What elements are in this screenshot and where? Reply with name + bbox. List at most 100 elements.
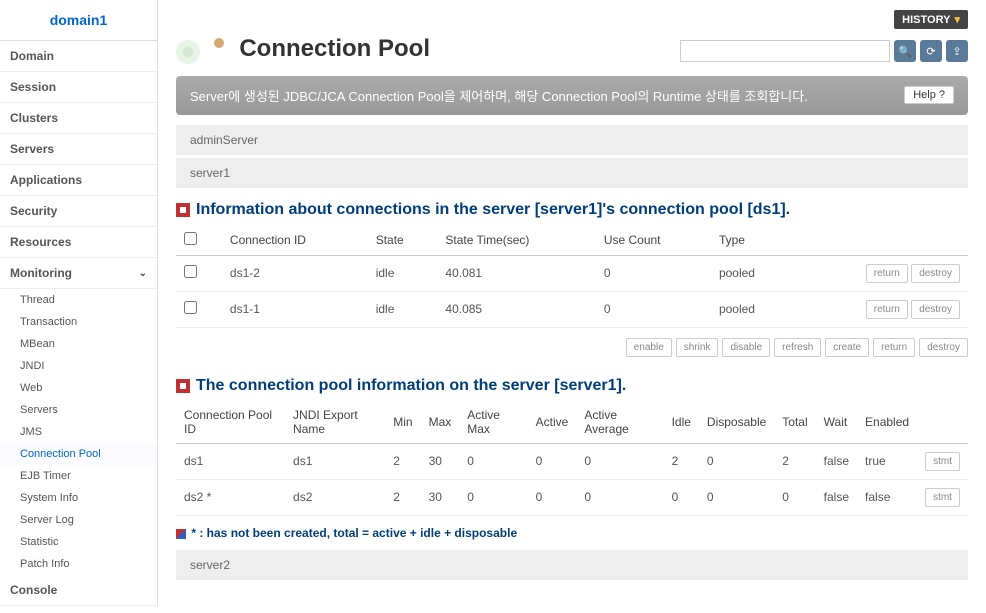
nav-monitoring[interactable]: Monitoring ⌄ [0,258,157,289]
row-destroy-button[interactable]: destroy [911,264,960,283]
shrink-button[interactable]: shrink [676,338,719,357]
cell-amax: 0 [459,443,527,479]
cell-type: pooled [711,291,793,327]
nav-item-resources[interactable]: Resources [0,227,157,258]
column-header: Min [385,401,420,444]
column-header: State [368,225,438,256]
history-button[interactable]: HISTORY ▾ [894,10,968,29]
sub-item-jms[interactable]: JMS [0,421,157,443]
nav-item-applications[interactable]: Applications [0,165,157,196]
refresh-icon[interactable]: ⟳ [920,40,942,62]
pool-info-table: Connection Pool IDJNDI Export NameMinMax… [176,401,968,516]
destroy-button[interactable]: destroy [919,338,968,357]
stmt-button[interactable]: stmt [925,452,960,471]
column-header: Max [421,401,460,444]
sub-item-thread[interactable]: Thread [0,289,157,311]
enable-button[interactable]: enable [626,338,672,357]
cell-enabled: true [857,443,917,479]
cell-type: pooled [711,255,793,291]
disable-button[interactable]: disable [722,338,770,357]
cell-disp: 0 [699,443,774,479]
cell-aavg: 0 [576,479,663,515]
nav-monitoring-label: Monitoring [10,266,72,280]
table-row: ds1-2 idle 40.081 0 pooled return destro… [176,255,968,291]
search-icon[interactable]: 🔍 [894,40,916,62]
action-button-row: enable shrink disable refresh create ret… [176,328,968,367]
help-button[interactable]: Help ? [904,86,954,104]
cell-idle: 2 [664,443,699,479]
nav-item-domain[interactable]: Domain [0,41,157,72]
cell-active: 0 [528,443,577,479]
domain-header[interactable]: domain1 [0,0,157,41]
row-checkbox[interactable] [184,301,197,314]
note-marker-icon [176,529,186,539]
cell-aavg: 0 [576,443,663,479]
column-header: Type [711,225,793,256]
column-header: Active Max [459,401,527,444]
table-row: ds1-1 idle 40.085 0 pooled return destro… [176,291,968,327]
export-icon[interactable]: ⇪ [946,40,968,62]
table-row: ds1 ds1 2 30 0 0 0 2 0 2 false true stmt [176,443,968,479]
sub-item-web[interactable]: Web [0,377,157,399]
footnote: * : has not been created, total = active… [176,516,968,550]
sub-item-ejb-timer[interactable]: EJB Timer [0,465,157,487]
cell-id: ds1-1 [222,291,368,327]
nav-item-session[interactable]: Session [0,72,157,103]
cell-jndi: ds2 [285,479,385,515]
server-row-s2[interactable]: server2 [176,550,968,580]
cell-use: 0 [596,291,711,327]
search-input[interactable] [680,40,890,62]
column-header: Active [528,401,577,444]
sub-item-jndi[interactable]: JNDI [0,355,157,377]
row-checkbox[interactable] [184,265,197,278]
refresh-button[interactable]: refresh [774,338,821,357]
sub-item-transaction[interactable]: Transaction [0,311,157,333]
chevron-down-icon: ▾ [954,13,960,26]
cell-max: 30 [421,479,460,515]
column-header: Connection Pool ID [176,401,285,444]
cell-idle: 0 [664,479,699,515]
nav-item-servers[interactable]: Servers [0,134,157,165]
cell-amax: 0 [459,479,527,515]
server-row-admin[interactable]: adminServer [176,125,968,155]
row-return-button[interactable]: return [866,264,908,283]
decorative-circles [176,38,236,68]
sub-item-servers[interactable]: Servers [0,399,157,421]
select-all-checkbox[interactable] [184,232,197,245]
stmt-button[interactable]: stmt [925,488,960,507]
cell-total: 0 [774,479,815,515]
sub-item-statistic[interactable]: Statistic [0,531,157,553]
sub-item-system-info[interactable]: System Info [0,487,157,509]
row-destroy-button[interactable]: destroy [911,300,960,319]
column-header: Enabled [857,401,917,444]
return-button[interactable]: return [873,338,915,357]
connections-table: Connection IDStateState Time(sec)Use Cou… [176,225,968,328]
column-header: JNDI Export Name [285,401,385,444]
sub-item-patch-info[interactable]: Patch Info [0,553,157,575]
sub-item-connection-pool[interactable]: Connection Pool [0,443,157,465]
cell-state: idle [368,255,438,291]
column-header: Total [774,401,815,444]
help-icon: ? [939,89,945,101]
section1-title: Information about connections in the ser… [176,191,968,225]
history-label: HISTORY [902,14,950,26]
column-header: Disposable [699,401,774,444]
cell-wait: false [816,479,857,515]
sub-item-server-log[interactable]: Server Log [0,509,157,531]
server-row-s1[interactable]: server1 [176,158,968,188]
row-return-button[interactable]: return [866,300,908,319]
nav-console[interactable]: Console [0,575,157,606]
nav-item-security[interactable]: Security [0,196,157,227]
sidebar: domain1 DomainSessionClustersServersAppl… [0,0,158,606]
section-icon [176,203,190,217]
sub-item-mbean[interactable]: MBean [0,333,157,355]
cell-state: idle [368,291,438,327]
cell-min: 2 [385,479,420,515]
cell-max: 30 [421,443,460,479]
cell-time: 40.081 [437,255,595,291]
nav-item-clusters[interactable]: Clusters [0,103,157,134]
cell-active: 0 [528,479,577,515]
section2-title: The connection pool information on the s… [176,367,968,401]
cell-wait: false [816,443,857,479]
create-button[interactable]: create [825,338,869,357]
